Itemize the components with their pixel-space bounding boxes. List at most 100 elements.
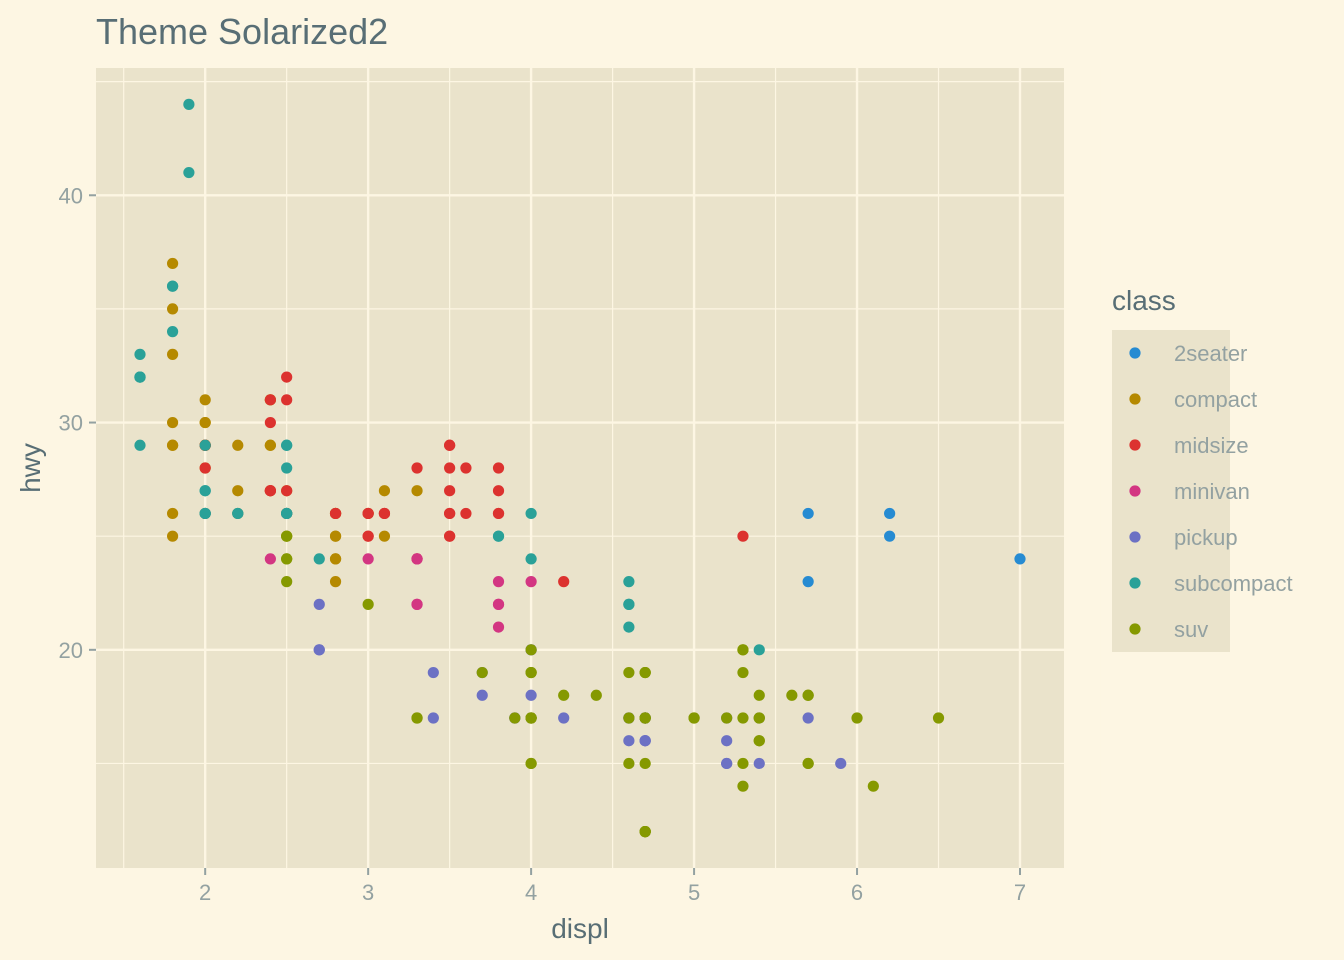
data-point-compact: [264, 439, 276, 451]
data-point-2seater: [802, 507, 814, 520]
data-point-midsize: [460, 507, 472, 520]
y-tick-label: 20: [59, 638, 83, 663]
x-tick-label: 5: [688, 880, 700, 905]
data-point-compact: [166, 507, 179, 520]
data-point-suv: [590, 689, 602, 701]
legend-key-subcompact: [1129, 577, 1141, 589]
data-point-suv: [737, 712, 749, 724]
data-point-suv: [639, 826, 651, 838]
data-point-suv: [525, 712, 537, 724]
data-point-subcompact: [183, 166, 195, 179]
data-point-compact: [232, 485, 244, 497]
data-point-minivan: [492, 576, 505, 588]
data-point-midsize: [444, 530, 456, 542]
data-point-subcompact: [525, 553, 537, 565]
data-point-pickup: [721, 735, 733, 747]
data-point-subcompact: [525, 507, 537, 520]
data-point-compact: [166, 416, 179, 429]
legend-key-pickup: [1129, 531, 1141, 543]
legend-key-compact: [1129, 393, 1141, 405]
x-tick-label: 2: [199, 880, 211, 905]
data-point-suv: [558, 689, 570, 701]
x-tick-label: 3: [362, 880, 374, 905]
data-point-pickup: [476, 689, 488, 701]
data-point-subcompact: [492, 530, 505, 542]
data-point-pickup: [639, 735, 651, 747]
data-point-suv: [932, 712, 945, 724]
data-point-subcompact: [281, 462, 293, 474]
legend-label-2seater: 2seater: [1174, 341, 1247, 366]
data-point-subcompact: [134, 439, 146, 451]
data-point-minivan: [362, 553, 374, 565]
data-point-midsize: [444, 507, 456, 520]
data-point-suv: [623, 666, 635, 679]
data-points: [134, 98, 1026, 838]
data-point-minivan: [411, 553, 423, 565]
data-point-midsize: [264, 416, 276, 429]
legend-label-suv: suv: [1174, 617, 1208, 642]
data-point-minivan: [411, 598, 423, 610]
data-point-suv: [623, 757, 635, 770]
data-point-suv: [737, 757, 749, 770]
data-point-midsize: [281, 485, 293, 497]
legend: class 2seater compact midsize minivan pickup…: [1112, 285, 1293, 652]
data-point-midsize: [558, 576, 570, 588]
data-point-suv: [753, 689, 765, 701]
data-point-midsize: [444, 462, 456, 474]
data-point-suv: [688, 712, 700, 724]
legend-key-2seater: [1129, 347, 1141, 359]
data-point-suv: [802, 689, 814, 701]
data-point-suv: [509, 712, 521, 724]
data-point-pickup: [525, 689, 537, 701]
data-point-2seater: [1014, 553, 1026, 565]
data-point-subcompact: [166, 280, 179, 292]
data-point-suv: [362, 598, 374, 610]
data-point-subcompact: [753, 644, 765, 656]
data-point-subcompact: [281, 507, 293, 520]
x-tick-label: 4: [525, 880, 537, 905]
data-point-midsize: [264, 394, 276, 406]
data-point-suv: [851, 712, 863, 724]
data-point-compact: [329, 530, 342, 542]
y-axis: 20 30 40: [59, 183, 96, 663]
data-point-midsize: [329, 507, 342, 520]
legend-key-suv: [1129, 623, 1141, 635]
legend-label-compact: compact: [1174, 387, 1257, 412]
data-point-suv: [525, 666, 537, 679]
data-point-subcompact: [199, 507, 211, 520]
chart-title: Theme Solarized2: [96, 11, 388, 52]
data-point-pickup: [835, 757, 847, 770]
data-point-midsize: [281, 371, 293, 383]
data-point-compact: [166, 348, 179, 360]
data-point-subcompact: [313, 553, 325, 565]
data-point-subcompact: [199, 439, 211, 451]
data-point-subcompact: [623, 621, 635, 633]
data-point-suv: [281, 530, 293, 542]
data-point-midsize: [362, 530, 374, 542]
legend-label-minivan: minivan: [1174, 479, 1250, 504]
data-point-subcompact: [232, 507, 244, 520]
y-tick-label: 40: [59, 183, 83, 208]
plot-panel: [96, 68, 1064, 868]
x-axis: 2 3 4 5 6 7: [199, 868, 1026, 905]
data-point-suv: [639, 666, 651, 679]
data-point-pickup: [313, 644, 325, 656]
data-point-suv: [737, 780, 749, 792]
data-point-midsize: [492, 507, 505, 520]
x-tick-label: 7: [1014, 880, 1026, 905]
data-point-compact: [166, 257, 179, 270]
data-point-compact: [329, 553, 342, 565]
data-point-suv: [525, 757, 537, 770]
data-point-2seater: [802, 576, 814, 588]
legend-title: class: [1112, 285, 1176, 316]
data-point-pickup: [558, 712, 570, 724]
data-point-compact: [199, 416, 211, 429]
data-point-suv: [802, 757, 814, 770]
data-point-minivan: [492, 621, 505, 633]
data-point-pickup: [313, 598, 325, 610]
data-point-subcompact: [623, 576, 635, 588]
data-point-pickup: [427, 712, 439, 724]
data-point-midsize: [460, 462, 472, 474]
data-point-compact: [166, 530, 179, 542]
